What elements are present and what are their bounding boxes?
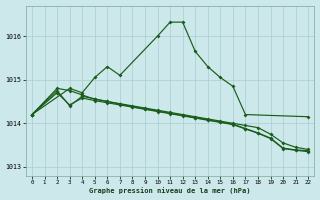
- X-axis label: Graphe pression niveau de la mer (hPa): Graphe pression niveau de la mer (hPa): [89, 188, 251, 194]
